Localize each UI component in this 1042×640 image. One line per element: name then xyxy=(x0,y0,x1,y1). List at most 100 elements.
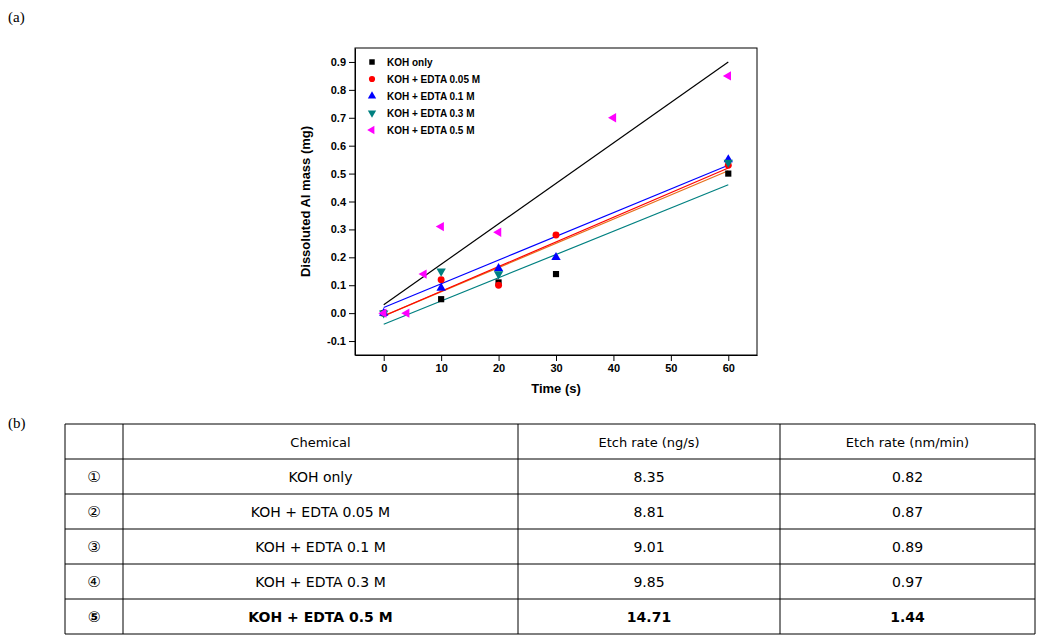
table-rule xyxy=(65,564,1035,565)
table-cell: 0.87 xyxy=(892,504,923,520)
y-tick-label: 0.2 xyxy=(331,251,346,263)
data-point xyxy=(401,308,409,317)
x-tick-mark xyxy=(499,355,500,361)
data-point xyxy=(494,271,503,279)
table-rule xyxy=(65,424,66,634)
x-tick: 50 xyxy=(665,355,677,374)
y-tick-mark xyxy=(349,285,355,286)
table-rule xyxy=(65,634,1035,635)
table-header: Etch rate (nm/min) xyxy=(846,435,969,450)
table-rule xyxy=(65,424,1035,425)
table-cell: KOH only xyxy=(288,469,352,485)
x-tick-label: 60 xyxy=(723,362,735,374)
data-point xyxy=(723,71,731,80)
table-rule xyxy=(65,599,1035,600)
legend-label: KOH + EDTA 0.5 M xyxy=(387,125,475,136)
y-tick-label: 0.1 xyxy=(331,279,346,291)
x-axis: 0102030405060 xyxy=(356,355,758,374)
table-rule xyxy=(65,529,1035,530)
y-tick: 0.5 xyxy=(331,168,355,180)
x-tick: 0 xyxy=(381,355,387,374)
y-tick: 0.4 xyxy=(331,196,355,208)
legend-label: KOH only xyxy=(387,57,433,68)
y-tick: 0.3 xyxy=(331,223,355,235)
x-tick-mark xyxy=(556,355,557,361)
table: ChemicalEtch rate (ng/s)Etch rate (nm/mi… xyxy=(65,424,1035,634)
data-point xyxy=(725,171,731,177)
legend-label: KOH + EDTA 0.05 M xyxy=(387,74,480,85)
table-cell: ③ xyxy=(87,538,100,556)
y-tick: 0.7 xyxy=(331,112,355,124)
data-point xyxy=(494,263,503,271)
x-tick-label: 0 xyxy=(381,362,387,374)
x-tick-label: 50 xyxy=(665,362,677,374)
table-cell: 8.81 xyxy=(633,504,664,520)
y-tick-mark xyxy=(349,341,355,342)
table-cell: KOH + EDTA 0.3 M xyxy=(255,574,386,590)
legend-marker xyxy=(367,126,374,134)
y-tick-label: 0.9 xyxy=(331,56,346,68)
y-tick-mark xyxy=(349,257,355,258)
table-cell: 1.44 xyxy=(890,609,925,625)
table-cell: KOH + EDTA 0.5 M xyxy=(248,609,392,625)
y-tick-label: 0.4 xyxy=(331,196,347,208)
legend-marker xyxy=(369,76,375,82)
table-cell: KOH + EDTA 0.05 M xyxy=(251,504,390,520)
table-rule xyxy=(65,459,1035,460)
data-point xyxy=(419,269,427,278)
table-cell: 0.82 xyxy=(892,469,923,485)
table-rule xyxy=(518,424,519,634)
table-rule xyxy=(123,424,124,634)
y-tick-label: 0.0 xyxy=(331,307,346,319)
data-point xyxy=(551,252,560,260)
x-tick-label: 10 xyxy=(436,362,448,374)
table-rule xyxy=(780,424,781,634)
data-point xyxy=(436,222,444,231)
y-tick-label: 0.7 xyxy=(331,112,346,124)
legend: KOH only KOH + EDTA 0.05 M KOH + EDTA 0.1 … xyxy=(367,57,480,136)
y-tick-label: 0.5 xyxy=(331,168,346,180)
table-header: Etch rate (ng/s) xyxy=(598,435,699,450)
y-tick-mark xyxy=(349,118,355,119)
data-point xyxy=(553,271,559,277)
legend-label: KOH + EDTA 0.1 M xyxy=(387,91,475,102)
y-tick-mark xyxy=(349,229,355,230)
y-tick-mark xyxy=(349,90,355,91)
table-cell: 9.01 xyxy=(633,539,664,555)
data-point xyxy=(438,276,445,283)
table-cell: ② xyxy=(87,503,100,521)
x-tick: 40 xyxy=(608,355,620,374)
legend-marker xyxy=(368,111,376,118)
y-axis-line xyxy=(355,49,356,356)
x-tick: 30 xyxy=(550,355,562,374)
data-point xyxy=(493,228,501,237)
fit-line xyxy=(384,62,729,305)
legend-marker xyxy=(368,91,376,98)
y-tick-label: 0.6 xyxy=(331,140,346,152)
plot-frame xyxy=(355,48,757,355)
data-point xyxy=(438,296,444,302)
data-point xyxy=(608,113,616,122)
table-cell: 0.89 xyxy=(892,539,923,555)
data-point xyxy=(378,308,386,317)
y-tick: 0.1 xyxy=(331,279,355,291)
x-tick-mark xyxy=(671,355,672,361)
data-point xyxy=(436,269,445,277)
table-cell: 14.71 xyxy=(627,609,671,625)
page: (a)(b)0102030405060-0.10.00.10.20.30.40.… xyxy=(0,0,1042,640)
y-tick: -0.1 xyxy=(327,335,355,347)
y-tick-label: 0.8 xyxy=(331,84,346,96)
legend-marker xyxy=(369,59,374,64)
y-tick-mark xyxy=(349,313,355,314)
fit-line xyxy=(384,168,729,316)
plot-area xyxy=(378,62,733,324)
y-tick-mark xyxy=(349,202,355,203)
fit-line xyxy=(384,185,729,325)
table-rule xyxy=(1035,424,1036,634)
table-rule xyxy=(65,494,1035,495)
table-cell: 9.85 xyxy=(633,574,664,590)
y-tick-mark xyxy=(349,174,355,175)
x-tick: 60 xyxy=(723,355,735,374)
table-cell: ① xyxy=(87,468,100,486)
x-tick-mark xyxy=(441,355,442,361)
